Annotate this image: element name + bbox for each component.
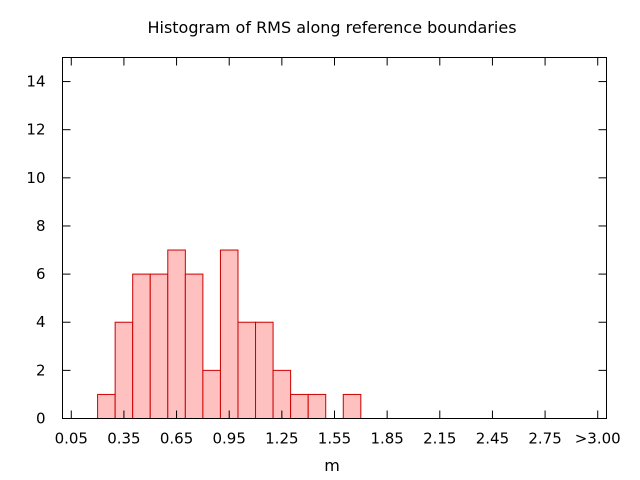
x-tick-label: 1.55	[318, 430, 351, 448]
x-tick-label: 0.35	[107, 430, 140, 448]
y-tick-label: 0	[36, 410, 46, 428]
x-tick-label: 2.75	[528, 430, 561, 448]
histogram-bar	[114, 321, 134, 420]
x-tick-label: 0.65	[160, 430, 193, 448]
plot-frame	[62, 57, 607, 419]
y-tick-label: 10	[26, 169, 45, 187]
histogram-bar	[184, 273, 204, 419]
x-tick-label: 0.05	[55, 430, 88, 448]
histogram-bar	[202, 369, 221, 420]
histogram-bar	[307, 393, 327, 419]
x-tick-label: >3.00	[575, 430, 621, 448]
histogram-bar	[167, 249, 186, 419]
y-tick-label: 8	[36, 217, 46, 235]
histogram-bar	[132, 273, 151, 419]
histogram-bar	[255, 321, 274, 420]
histogram-bar	[290, 393, 309, 419]
x-tick-label: 1.25	[265, 430, 298, 448]
ticks-group: 0 2 4 6 8 10 12 14 0.05 0.35 0.65 0.95 1.25 1.55 1.85 2…	[26, 57, 621, 448]
y-tick-label: 14	[26, 73, 45, 91]
histogram-bar	[219, 249, 239, 419]
histogram-bar	[97, 393, 116, 419]
histogram-bar	[342, 393, 362, 419]
x-tick-label: 1.85	[370, 430, 403, 448]
y-tick-label: 12	[26, 121, 45, 139]
y-tick-label: 4	[36, 313, 46, 331]
chart-title: Histogram of RMS along reference boundar…	[147, 18, 516, 37]
x-tick-label: 2.15	[423, 430, 456, 448]
y-tick-label: 2	[36, 361, 46, 379]
histogram-bar	[237, 321, 257, 420]
histogram-bar	[149, 273, 169, 419]
x-tick-label: 2.45	[476, 430, 509, 448]
bars-group	[97, 249, 362, 420]
x-axis-label: m	[324, 456, 340, 475]
y-tick-label: 6	[36, 265, 46, 283]
x-tick-label: 0.95	[213, 430, 246, 448]
